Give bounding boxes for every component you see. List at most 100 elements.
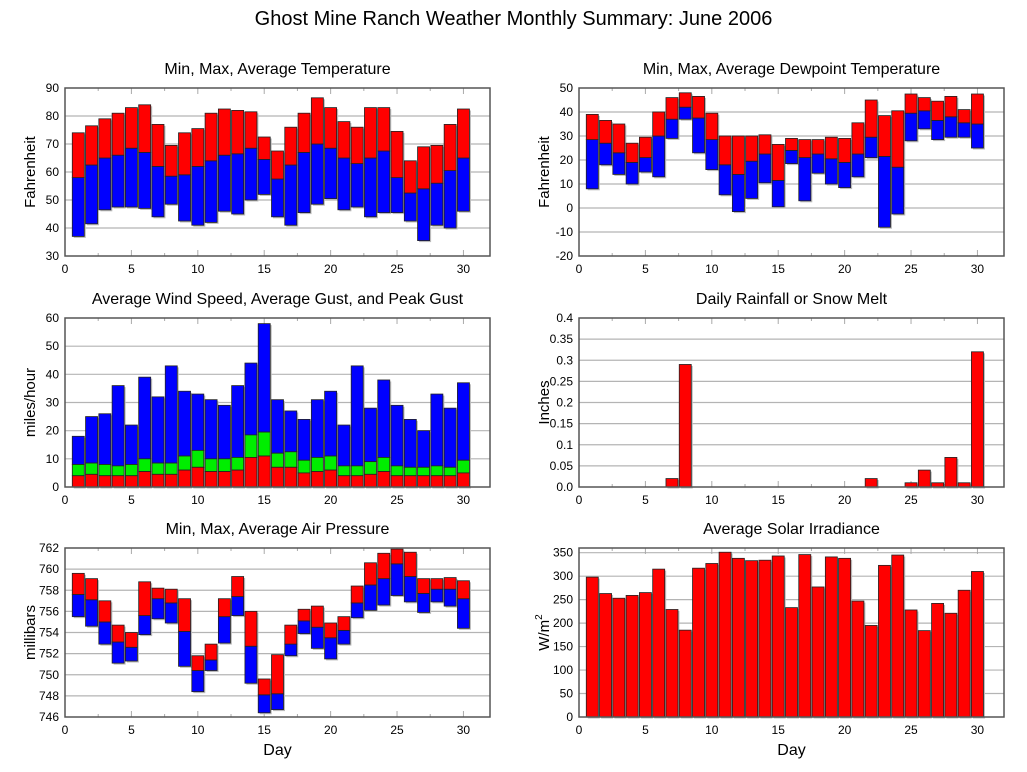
bar-avg-to-max — [337, 616, 351, 631]
bar-min-to-avg — [851, 153, 865, 178]
bar-min-to-avg — [111, 154, 125, 208]
bar-min-to-avg — [745, 160, 759, 199]
x-tick-label: 15 — [772, 262, 786, 276]
bar-average-wind — [151, 473, 165, 488]
bar-avg-to-max — [85, 125, 98, 166]
y-tick-label: 50 — [560, 687, 574, 701]
bar-avg-to-max — [297, 608, 311, 622]
bar-peak-gust — [297, 418, 311, 461]
bar-value — [599, 593, 612, 718]
bar-min-to-avg — [377, 578, 391, 606]
bar-avg-to-max — [957, 109, 971, 124]
bar-min-to-avg — [111, 641, 125, 664]
y-tick-label: 0 — [566, 710, 573, 724]
y-tick-label: 0.0 — [556, 480, 573, 494]
x-tick-label: 20 — [838, 262, 852, 276]
bar-average-gust — [98, 464, 112, 477]
y-tick-label: 50 — [560, 81, 574, 95]
bar-avg-to-max — [231, 110, 245, 155]
bar-avg-to-max — [457, 580, 470, 600]
bar-average-wind — [350, 475, 364, 488]
x-tick-label: 30 — [457, 723, 471, 737]
x-tick-label: 0 — [576, 723, 583, 737]
bar-value — [625, 595, 639, 718]
bar-value — [678, 364, 692, 488]
bar-min-to-avg — [430, 588, 444, 603]
y-tick-label: 762 — [39, 541, 59, 555]
bar-avg-to-max — [838, 137, 852, 163]
bar-peak-gust — [178, 390, 191, 457]
bar-min-to-avg — [390, 177, 404, 214]
y-tick-label: 150 — [553, 640, 573, 654]
bar-average-gust — [244, 434, 258, 458]
bar-average-wind — [457, 472, 470, 488]
bar-min-to-avg — [85, 164, 98, 225]
bar-avg-to-max — [244, 610, 258, 647]
bar-value — [585, 576, 599, 718]
bar-peak-gust — [337, 424, 351, 467]
y-tick-label: 40 — [46, 221, 60, 235]
bar-average-gust — [390, 465, 404, 477]
y-tick-label: 760 — [39, 562, 59, 576]
bar-avg-to-max — [811, 139, 825, 155]
bar-average-wind — [164, 473, 178, 488]
bar-peak-gust — [271, 399, 284, 454]
chart-title: Daily Rainfall or Snow Melt — [696, 291, 888, 308]
bar-min-to-avg — [443, 170, 457, 229]
x-axis-label: Day — [263, 742, 291, 759]
bar-peak-gust — [138, 376, 152, 460]
bar-average-wind — [377, 471, 391, 488]
bar-average-gust — [71, 464, 85, 477]
bar-average-gust — [178, 455, 191, 471]
bar-min-to-avg — [904, 112, 918, 142]
x-tick-label: 25 — [904, 262, 918, 276]
bar-peak-gust — [350, 365, 364, 467]
bar-min-to-avg — [257, 158, 271, 195]
bar-average-wind — [85, 473, 98, 488]
y-tick-label: 350 — [553, 546, 573, 560]
x-tick-label: 5 — [642, 493, 649, 507]
bar-avg-to-max — [98, 118, 112, 159]
plot-frame — [64, 317, 491, 488]
bar-min-to-avg — [191, 670, 205, 693]
bar-peak-gust — [377, 379, 391, 458]
chart-pressure: Min, Max, Average Air Pressure 746 748 750 7… — [22, 521, 491, 759]
bar-average-wind — [125, 475, 138, 488]
bar-avg-to-max — [284, 624, 298, 645]
bar-min-to-avg — [337, 157, 351, 211]
bar-value — [692, 567, 705, 718]
bar-min-to-avg — [798, 157, 812, 202]
bar-value — [665, 609, 679, 718]
chart-rainfall: Daily Rainfall or Snow Melt 0.0 0.05 0.1 0.1… — [536, 291, 1005, 507]
bar-average-gust — [271, 452, 284, 468]
x-tick-label: 15 — [258, 493, 272, 507]
bar-min-to-avg — [217, 154, 231, 212]
bar-avg-to-max — [745, 135, 759, 162]
bar-avg-to-max — [851, 122, 865, 155]
chart-wind: Average Wind Speed, Average Gust, and Pe… — [22, 291, 491, 507]
bar-avg-to-max — [324, 107, 338, 149]
x-tick-label: 30 — [971, 493, 985, 507]
bar-average-gust — [377, 457, 391, 472]
bar-peak-gust — [457, 382, 470, 461]
bar-min-to-avg — [284, 164, 298, 226]
y-tick-label: 300 — [553, 569, 573, 583]
bar-avg-to-max — [204, 643, 218, 661]
y-tick-label: 30 — [560, 129, 574, 143]
page-title: Ghost Mine Ranch Weather Monthly Summary… — [254, 8, 773, 30]
bar-peak-gust — [257, 323, 271, 433]
bar-min-to-avg — [758, 153, 772, 184]
bar-min-to-avg — [585, 139, 599, 190]
bar-average-gust — [350, 465, 364, 477]
bar-min-to-avg — [771, 179, 785, 208]
bar-avg-to-max — [364, 562, 377, 586]
bar-min-to-avg — [217, 616, 231, 644]
bar-min-to-avg — [705, 139, 719, 171]
bar-min-to-avg — [138, 151, 152, 209]
bar-avg-to-max — [244, 111, 258, 149]
x-tick-label: 20 — [324, 723, 338, 737]
bar-avg-to-max — [944, 96, 958, 118]
bar-avg-to-max — [191, 655, 205, 671]
x-tick-label: 25 — [904, 723, 918, 737]
bar-avg-to-max — [98, 600, 112, 623]
